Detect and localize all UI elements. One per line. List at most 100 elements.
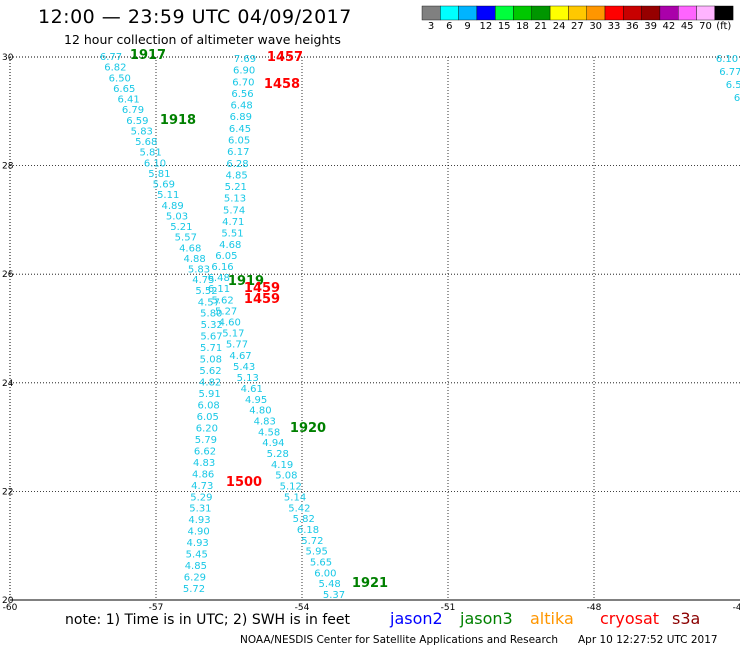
swh-value-label: 5.81: [139, 148, 161, 159]
swh-value-label: 5.14: [284, 492, 306, 503]
legend-label: 9: [464, 21, 471, 32]
swh-value-label: 5.11: [157, 190, 179, 201]
x-tick-label: -45: [733, 603, 740, 610]
swh-value-label: 5.08: [275, 471, 297, 482]
swh-value-label: 5.68: [135, 137, 157, 148]
swh-value-label: 5.08: [200, 355, 222, 366]
y-tick-label: 22: [2, 487, 13, 497]
legend-label: 12: [479, 21, 493, 32]
pass-time-label: 1500: [226, 475, 262, 490]
swh-value-label: 5.51: [221, 229, 243, 240]
swh-value-label: 4.61: [241, 384, 263, 395]
swh-value-label: 6.41: [117, 95, 139, 106]
swh-value-label: 4.83: [254, 417, 276, 428]
legend-label: 70: [699, 21, 712, 32]
wave-height-map: -60-57-54-51-48-452022242628306.776.826.…: [2, 48, 740, 610]
swh-value-label: 4.86: [192, 469, 214, 480]
pass-time-label: 1459: [244, 281, 280, 296]
swh-value-label: 4.85: [226, 170, 248, 181]
swh-value-label: 5.80: [200, 309, 222, 320]
page-subtitle: 12 hour collection of altimeter wave hei…: [64, 32, 341, 47]
page-title: 12:00 — 23:59 UTC 04/09/2017: [38, 6, 352, 28]
swh-value-label: 5.43: [233, 362, 255, 373]
swh-value-label: 5.28: [267, 449, 289, 460]
swh-value-label: 6.77: [719, 67, 740, 78]
swh-value-label: 6.70: [232, 77, 254, 88]
swh-value-label: 4.93: [188, 515, 210, 526]
legend-label: 33: [607, 21, 621, 32]
swh-value-label: 5.21: [170, 222, 192, 233]
swh-value-label: 4.82: [199, 378, 221, 389]
swh-value-label: 6.20: [196, 423, 218, 434]
swh-value-label: 5.72: [301, 536, 323, 547]
swh-value-label: 5.74: [223, 205, 245, 216]
swh-value-label: 4.71: [222, 217, 244, 228]
swh-value-label: 5.42: [288, 503, 310, 514]
swh-value-label: 4.80: [249, 406, 271, 417]
y-tick-label: 20: [2, 596, 14, 606]
swh-value-label: 5.27: [215, 306, 237, 317]
legend-label: 30: [589, 21, 603, 32]
x-tick-label: -51: [441, 603, 456, 610]
swh-value-label: 4.94: [262, 438, 284, 449]
swh-value-label: 6: [734, 93, 740, 104]
swh-value-label: 5.95: [306, 547, 328, 558]
swh-value-label: 4.58: [258, 427, 280, 438]
pass-time-label: 1919: [228, 274, 264, 289]
swh-value-label: 5.91: [198, 389, 220, 400]
swh-value-label: 4.57: [198, 297, 220, 308]
swh-value-label: 4.68: [219, 240, 241, 251]
swh-value-label: 6.11: [208, 284, 230, 295]
credit-line: NOAA/NESDIS Center for Satellite Applica…: [240, 634, 558, 646]
swh-value-label: 6.48: [231, 101, 253, 112]
swh-value-label: 6.50: [109, 73, 131, 84]
legend-label: 15: [497, 21, 511, 32]
swh-value-label: 5.79: [195, 435, 217, 446]
legend-swatch: [714, 5, 734, 21]
swh-value-label: 6.10: [144, 158, 166, 169]
swh-value-label: 6.65: [113, 84, 135, 95]
swh-value-label: 6.08: [198, 401, 220, 412]
legend-label: 21: [534, 21, 548, 32]
footnote: note: 1) Time is in UTC; 2) SWH is in fe…: [65, 612, 351, 628]
x-tick-label: -54: [295, 603, 310, 610]
satellite-legend-s3a: s3a: [672, 609, 701, 628]
swh-value-label: 6.16: [211, 262, 233, 273]
pass-time-label: 1457: [267, 50, 303, 65]
swh-value-label: 5.83: [131, 126, 153, 137]
legend-label: (ft): [716, 21, 732, 32]
swh-value-label: 5.72: [183, 584, 205, 595]
pass-time-label: 1917: [130, 48, 166, 63]
swh-value-label: 6.82: [104, 63, 126, 74]
satellite-legend-altika: altika: [530, 609, 574, 628]
swh-value-label: 6.05: [228, 136, 250, 147]
swh-value-label: 5.65: [310, 557, 332, 568]
swh-value-label: 4.85: [185, 561, 207, 572]
swh-value-label: 5.71: [200, 343, 222, 354]
swh-value-label: 5.12: [280, 482, 302, 493]
swh-value-label: 6.77: [100, 52, 122, 63]
swh-value-label: 4.67: [229, 351, 251, 362]
swh-value-label: 4.60: [219, 317, 241, 328]
swh-value-label: 5.82: [293, 514, 315, 525]
legend-label: 6: [446, 21, 453, 32]
swh-value-label: 5.48: [319, 579, 341, 590]
swh-value-label: 5.52: [195, 286, 217, 297]
swh-value-label: 4.90: [187, 527, 209, 538]
swh-value-label: 5.13: [237, 373, 259, 384]
swh-value-label: 6.00: [314, 568, 336, 579]
swh-value-label: 4.88: [183, 254, 205, 265]
swh-value-label: 4.19: [271, 460, 293, 471]
swh-value-label: 5.29: [190, 492, 212, 503]
swh-value-label: 4.73: [191, 481, 213, 492]
swh-value-label: 6.17: [227, 147, 249, 158]
swh-value-label: 5.13: [224, 194, 246, 205]
y-tick-label: 26: [2, 270, 14, 280]
y-tick-label: 24: [2, 379, 14, 389]
swh-value-label: 6.89: [230, 112, 252, 123]
x-tick-label: -48: [587, 603, 602, 610]
satellite-legend-jason2: jason2: [390, 609, 443, 628]
swh-value-label: 6.28: [226, 159, 248, 170]
legend-label: 36: [625, 21, 639, 32]
